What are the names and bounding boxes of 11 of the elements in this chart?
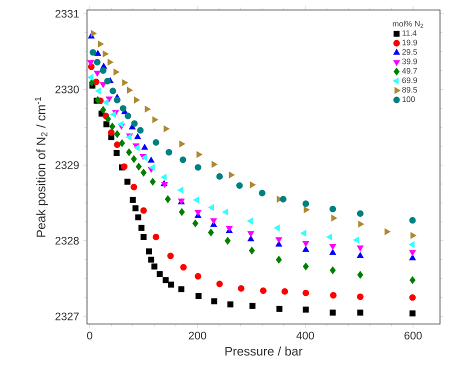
y-tick-label: 2331 xyxy=(55,10,79,18)
y-tick-label: 2330 xyxy=(55,86,79,94)
x-tick-label: 200 xyxy=(188,332,206,340)
x-axis-title: Pressure / bar xyxy=(225,346,302,356)
y-tick-label: 2328 xyxy=(55,236,79,245)
x-tick-label: 600 xyxy=(404,332,422,340)
x-tick-label: 400 xyxy=(296,332,314,340)
y-tick-label: 2327 xyxy=(55,312,79,320)
y-axis-title: Peak position of N$_{2}$ / cm$^{-1}$ xyxy=(34,97,48,237)
x-tick-label: 0 xyxy=(87,332,92,340)
y-tick-label: 2329 xyxy=(55,161,79,169)
